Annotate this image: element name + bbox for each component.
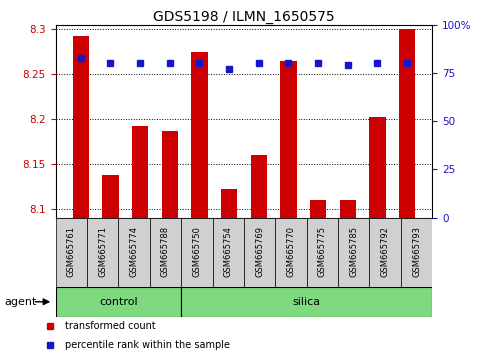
Bar (340, 200, 356, 218)
Text: percentile rank within the sample: percentile rank within the sample (65, 341, 230, 350)
Bar (369, 218, 401, 289)
Text: GSM665774: GSM665774 (129, 226, 139, 277)
Bar (307, 218, 338, 289)
Bar (102, 175, 119, 218)
Text: GSM665771: GSM665771 (98, 226, 107, 277)
Text: GSM665770: GSM665770 (286, 226, 296, 277)
Text: GSM665769: GSM665769 (255, 226, 264, 277)
Bar (118, 218, 150, 289)
Bar (72, 35, 89, 218)
Title: GDS5198 / ILMN_1650575: GDS5198 / ILMN_1650575 (153, 10, 335, 24)
Bar (369, 117, 385, 218)
Bar (56, 287, 181, 317)
Bar (132, 126, 148, 218)
Bar (275, 218, 307, 289)
Text: GSM665761: GSM665761 (67, 226, 76, 277)
Bar (221, 189, 237, 218)
Bar (181, 287, 432, 317)
Bar (150, 218, 181, 289)
Text: GSM665750: GSM665750 (192, 226, 201, 277)
Text: GSM665792: GSM665792 (381, 226, 390, 277)
Bar (251, 155, 267, 218)
Bar (87, 218, 118, 289)
Text: GSM665788: GSM665788 (161, 226, 170, 277)
Bar (56, 218, 87, 289)
Text: control: control (99, 297, 138, 307)
Bar (181, 218, 213, 289)
Text: GSM665754: GSM665754 (224, 226, 233, 277)
Bar (244, 218, 275, 289)
Bar (310, 200, 326, 218)
Bar (280, 61, 297, 218)
Bar (401, 218, 432, 289)
Bar (399, 29, 415, 218)
Text: GSM665785: GSM665785 (349, 226, 358, 277)
Bar (162, 131, 178, 218)
Text: transformed count: transformed count (65, 321, 156, 331)
Text: silica: silica (293, 297, 321, 307)
Text: GSM665775: GSM665775 (318, 226, 327, 277)
Text: GSM665793: GSM665793 (412, 226, 421, 277)
Bar (338, 218, 369, 289)
Text: agent: agent (5, 297, 37, 307)
Bar (213, 218, 244, 289)
Bar (191, 52, 208, 218)
